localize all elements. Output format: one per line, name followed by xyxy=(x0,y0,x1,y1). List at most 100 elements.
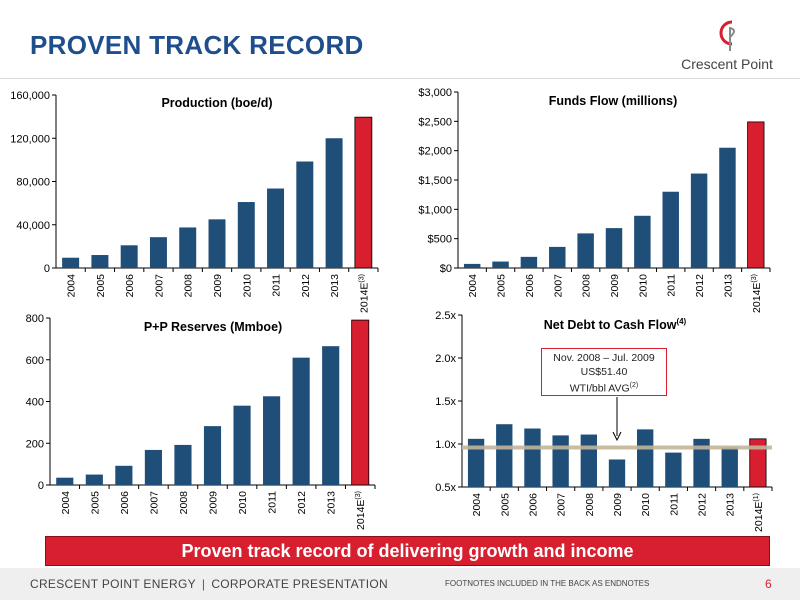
bar-2005 xyxy=(496,424,513,487)
bar-2004 xyxy=(467,438,485,487)
x-tick-label: 2004 xyxy=(467,274,479,298)
x-tick-label: 2008 xyxy=(584,493,596,517)
bar-2009 xyxy=(203,426,222,485)
y-tick-label: 160,000 xyxy=(10,90,50,102)
x-tick-label: 2012 xyxy=(296,491,308,515)
x-tick-label: 2010 xyxy=(637,274,649,298)
page-number: 6 xyxy=(765,577,772,591)
bar-2014E xyxy=(354,116,373,269)
bar-2006 xyxy=(120,245,138,268)
y-tick-label: 800 xyxy=(26,313,44,325)
footer-company-line: CRESCENT POINT ENERGY | CORPORATE PRESENTA… xyxy=(30,577,388,591)
page-title: PROVEN TRACK RECORD xyxy=(30,30,364,60)
bar-2011 xyxy=(263,396,281,485)
x-tick-label: 2007 xyxy=(552,274,564,298)
y-tick-label: 0.5x xyxy=(435,482,456,494)
y-tick-label: 2.0x xyxy=(435,353,456,365)
bar-2008 xyxy=(179,227,197,268)
x-tick-label: 2007 xyxy=(153,274,165,298)
y-tick-label: 2.5x xyxy=(435,310,456,322)
y-tick-label: $1,000 xyxy=(418,204,452,216)
bar-2005 xyxy=(91,255,109,268)
x-tick-label: 2009 xyxy=(609,274,621,298)
x-tick-label: 2009 xyxy=(208,491,220,515)
bar-2013 xyxy=(325,138,343,268)
annotation-label-text: WTI/bbl AVG xyxy=(569,382,630,395)
bar-2014E xyxy=(747,121,765,269)
bar-2011 xyxy=(665,452,682,487)
bar-2009 xyxy=(605,228,623,268)
company-logo: Crescent Point xyxy=(672,18,782,78)
bar-2008 xyxy=(580,434,597,487)
header-divider xyxy=(0,78,800,79)
bar-2010 xyxy=(233,405,251,485)
x-tick-label: 2013 xyxy=(326,491,338,515)
footer-document: CORPORATE PRESENTATION xyxy=(211,577,388,591)
bar-2006 xyxy=(115,465,133,485)
x-tick-label: 2005 xyxy=(499,493,511,517)
x-tick-label: 2008 xyxy=(183,274,195,298)
bar-2006 xyxy=(524,428,541,487)
y-tick-label: $2,500 xyxy=(418,116,452,128)
x-tick-label: 2010 xyxy=(640,493,652,517)
bar-2012 xyxy=(296,161,314,268)
bar-2005 xyxy=(492,261,509,268)
y-tick-label: 80,000 xyxy=(16,177,50,189)
annotation-period: Nov. 2008 – Jul. 2009 xyxy=(553,352,655,364)
chart-title: Funds Flow (millions) xyxy=(549,94,677,108)
x-tick-label: 2004 xyxy=(471,493,483,517)
x-tick-label: 2006 xyxy=(124,274,136,298)
bar-2012 xyxy=(690,173,708,268)
x-tick-footnote: (3) xyxy=(751,274,758,283)
y-tick-label: $0 xyxy=(440,263,452,275)
annotation-label: WTI/bbl AVG(2) xyxy=(542,379,666,396)
y-tick-label: 400 xyxy=(26,397,44,409)
footer-note: FOOTNOTES INCLUDED IN THE BACK AS ENDNOT… xyxy=(445,579,650,588)
logo-text: Crescent Point xyxy=(681,56,773,72)
y-tick-label: $3,000 xyxy=(418,87,452,99)
y-tick-label: 200 xyxy=(26,438,44,450)
bar-2014E xyxy=(749,438,767,488)
bar-2011 xyxy=(662,191,679,268)
x-tick-label: 2006 xyxy=(527,493,539,517)
x-tick-label: 2009 xyxy=(212,274,224,298)
x-tick-label: 2011 xyxy=(271,274,283,297)
bar-2009 xyxy=(608,459,626,487)
bar-2010 xyxy=(237,202,255,268)
footer-company: CRESCENT POINT ENERGY xyxy=(30,577,196,591)
bar-2013 xyxy=(322,346,340,485)
x-tick-label: 2010 xyxy=(237,491,249,515)
chart-title-footnote: (4) xyxy=(676,317,686,326)
chart-title: P+P Reserves (Mmboe) xyxy=(144,320,282,334)
x-tick-label: 2007 xyxy=(556,493,568,517)
bar-2008 xyxy=(577,233,594,268)
y-tick-label: $1,500 xyxy=(418,175,452,187)
bar-2004 xyxy=(463,263,481,268)
x-tick-label: 2004 xyxy=(66,274,78,298)
x-tick-label: 2012 xyxy=(697,493,709,517)
bar-2010 xyxy=(634,215,651,268)
annotation-arrow-head xyxy=(612,431,622,442)
crescent-logo-icon xyxy=(719,20,735,51)
summary-banner: Proven track record of delivering growth… xyxy=(45,536,770,566)
bar-2012 xyxy=(292,357,310,485)
bar-2004 xyxy=(56,477,74,485)
bar-2007 xyxy=(149,237,167,268)
x-tick-label: 2008 xyxy=(178,491,190,515)
y-tick-label: $500 xyxy=(428,234,452,246)
x-tick-footnote: (1) xyxy=(753,493,760,502)
slide-header: PROVEN TRACK RECORD Crescent Point xyxy=(0,0,800,80)
x-tick-footnote: (3) xyxy=(355,491,362,500)
bar-2009 xyxy=(208,219,226,268)
x-tick-label: 2014E(3) xyxy=(355,491,367,530)
bar-2013 xyxy=(719,147,736,268)
footer-separator: | xyxy=(201,577,206,591)
annotation-footnote: (2) xyxy=(629,382,639,389)
x-tick-label: 2012 xyxy=(694,274,706,298)
bar-2011 xyxy=(267,188,285,268)
x-tick-label: 2007 xyxy=(148,491,160,515)
x-tick-label: 2004 xyxy=(60,491,72,515)
x-tick-label: 2006 xyxy=(119,491,131,515)
y-tick-label: 40,000 xyxy=(16,220,50,232)
